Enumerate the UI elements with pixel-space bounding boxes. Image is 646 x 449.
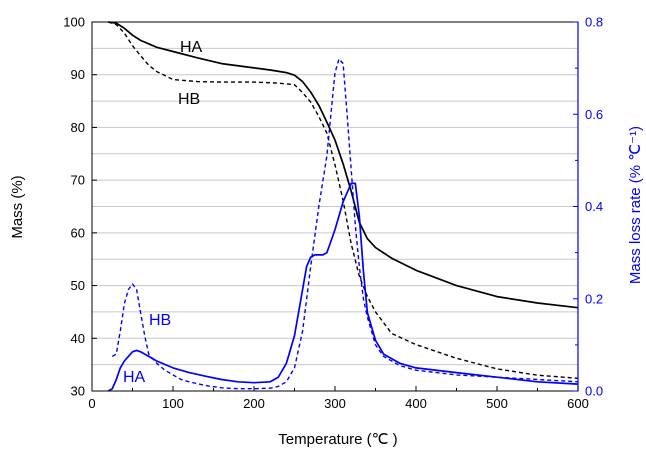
- series-line-ha-mass: [108, 21, 579, 309]
- y-right-tick-label: 0.6: [585, 107, 603, 122]
- x-tick-label: 0: [88, 396, 95, 411]
- y-left-tick-label: 100: [63, 15, 85, 30]
- label-ha-mass: HA: [180, 39, 203, 56]
- x-tick-label: 500: [486, 396, 508, 411]
- x-tick-label: 400: [405, 396, 427, 411]
- y-left-tick-label: 70: [71, 173, 85, 188]
- y-right-tick-label: 0.4: [585, 199, 603, 214]
- y-left-axis-title: Mass (%): [9, 175, 26, 238]
- y-left-tick-label: 40: [71, 331, 85, 346]
- y-right-tick-label: 0.2: [585, 291, 603, 306]
- grid-lines: [92, 47, 578, 366]
- x-tick-label: 200: [243, 396, 265, 411]
- x-tick-label: 100: [162, 396, 184, 411]
- label-ha-rate: HA: [123, 369, 146, 386]
- series-line-hb-rate: [111, 58, 579, 390]
- y-left-tick-label: 80: [71, 120, 85, 135]
- y-right-tick-label: 0.8: [585, 15, 603, 30]
- series-line-ha-rate: [107, 182, 579, 392]
- y-right-axis-title: Mass loss rate (% ℃⁻¹): [627, 126, 644, 284]
- series-lines: [107, 21, 579, 392]
- series-line-hb-mass: [107, 21, 579, 379]
- label-hb-rate: HB: [149, 312, 171, 329]
- y-right-tick-label: 0.0: [585, 384, 603, 399]
- y-left-tick-label: 90: [71, 67, 85, 82]
- x-tick-label: 600: [567, 396, 589, 411]
- x-tick-label: 300: [324, 396, 346, 411]
- y-left-tick-label: 50: [71, 278, 85, 293]
- label-hb-mass: HB: [178, 91, 200, 108]
- axis-ticks: 0 100 200 300 400 500 600 30 40 50 60 70 80 90 100 0.0 0…: [63, 15, 603, 412]
- y-left-tick-label: 60: [71, 225, 85, 240]
- x-axis-title: Temperature (℃ ): [278, 431, 397, 448]
- y-left-tick-label: 30: [71, 384, 85, 399]
